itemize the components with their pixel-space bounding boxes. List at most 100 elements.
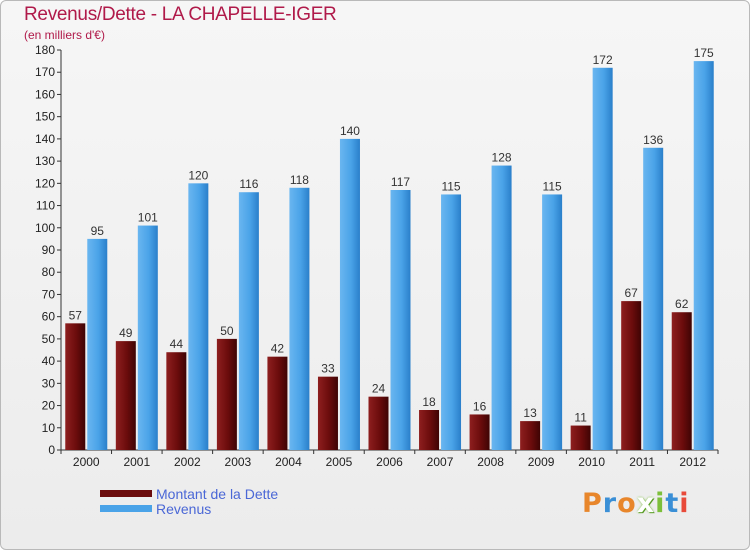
legend-item-revenus: Revenus bbox=[100, 500, 278, 517]
x-tick-label: 2007 bbox=[427, 455, 454, 469]
debt-bar bbox=[115, 341, 136, 450]
revenus-bar bbox=[137, 225, 158, 450]
debt-bar bbox=[166, 352, 187, 450]
debt-bar bbox=[469, 414, 490, 450]
debt-bar bbox=[419, 410, 440, 450]
revenus-value-label: 115 bbox=[543, 179, 562, 193]
x-tick-label: 2008 bbox=[477, 455, 504, 469]
revenus-value-label: 175 bbox=[694, 46, 714, 60]
revenus-bar bbox=[188, 183, 209, 451]
debt-value-label: 18 bbox=[422, 395, 436, 409]
revenus-bar bbox=[693, 61, 714, 450]
y-tick-label: 180 bbox=[35, 43, 55, 57]
x-tick-label: 2001 bbox=[123, 455, 150, 469]
revenus-bar bbox=[390, 190, 411, 450]
revenus-value-label: 140 bbox=[340, 124, 360, 138]
legend-swatch-revenus bbox=[100, 505, 152, 512]
y-tick-label: 30 bbox=[42, 376, 56, 390]
debt-value-label: 50 bbox=[220, 324, 234, 338]
revenus-bar bbox=[441, 194, 462, 450]
debt-bar bbox=[368, 396, 389, 450]
logo-letter: i bbox=[655, 488, 666, 519]
legend: Montant de la Dette Revenus bbox=[100, 485, 279, 517]
x-tick-label: 2006 bbox=[376, 455, 403, 469]
chart-title: Revenus/Dette - LA CHAPELLE-IGER bbox=[24, 4, 337, 25]
legend-item-debt: Montant de la Dette bbox=[100, 485, 279, 502]
bars bbox=[65, 61, 714, 451]
y-tick-label: 50 bbox=[42, 332, 56, 346]
revenus-value-label: 118 bbox=[290, 173, 309, 187]
debt-value-label: 57 bbox=[69, 308, 83, 322]
y-tick-label: 40 bbox=[42, 354, 56, 368]
proxiti-logo: Proxiti bbox=[582, 488, 690, 519]
y-tick-label: 100 bbox=[35, 221, 55, 235]
debt-value-label: 42 bbox=[271, 342, 285, 356]
logo-letter: t bbox=[665, 488, 680, 519]
debt-bar bbox=[671, 312, 692, 450]
y-tick-label: 170 bbox=[35, 65, 55, 79]
revenus-value-label: 117 bbox=[391, 175, 410, 189]
legend-label-revenus: Revenus bbox=[156, 500, 212, 517]
logo-letter: x bbox=[636, 488, 656, 519]
y-tick-label: 80 bbox=[42, 265, 56, 279]
debt-value-label: 11 bbox=[574, 411, 587, 425]
revenus-value-label: 136 bbox=[643, 133, 663, 147]
debt-value-label: 13 bbox=[523, 406, 537, 420]
debt-value-label: 33 bbox=[321, 362, 335, 376]
debt-value-label: 44 bbox=[170, 337, 184, 351]
debt-bar bbox=[317, 376, 338, 450]
y-tick-label: 140 bbox=[35, 132, 55, 146]
logo-letter: o bbox=[617, 488, 637, 519]
revenus-value-label: 172 bbox=[593, 53, 613, 67]
legend-label-debt: Montant de la Dette bbox=[156, 485, 279, 502]
revenus-bar bbox=[643, 147, 664, 450]
debt-bar bbox=[570, 425, 591, 450]
y-tick-label: 20 bbox=[42, 399, 56, 413]
y-tick-label: 150 bbox=[35, 110, 55, 124]
y-tick-label: 10 bbox=[42, 421, 56, 435]
debt-bar bbox=[520, 421, 541, 450]
labels: 57 95 49 101 44 120 50 116 42 118 33 140 24 117 18 115 1… bbox=[69, 46, 714, 424]
revenus-value-label: 120 bbox=[188, 168, 208, 182]
logo-letter: r bbox=[602, 488, 618, 519]
revenus-value-label: 115 bbox=[441, 179, 460, 193]
revenus-bar bbox=[542, 194, 563, 450]
debt-value-label: 62 bbox=[675, 297, 689, 311]
logo-letter: P bbox=[582, 488, 603, 519]
axes: 0 10 20 30 40 50 60 70 80 90 100 110 120 130 140 150 160… bbox=[35, 43, 719, 469]
x-tick-label: 2002 bbox=[174, 455, 201, 469]
debt-bar bbox=[621, 301, 642, 450]
legend-swatch-debt bbox=[100, 490, 152, 497]
debt-bar bbox=[267, 356, 288, 450]
y-tick-label: 0 bbox=[48, 443, 55, 457]
revenus-bar bbox=[289, 187, 310, 450]
debt-value-label: 49 bbox=[119, 326, 133, 340]
debt-value-label: 24 bbox=[372, 382, 386, 396]
y-tick-label: 110 bbox=[36, 199, 55, 213]
y-tick-label: 90 bbox=[42, 243, 56, 257]
x-tick-label: 2009 bbox=[528, 455, 555, 469]
revenus-bar bbox=[491, 165, 512, 451]
x-tick-label: 2005 bbox=[326, 455, 353, 469]
y-tick-label: 120 bbox=[35, 176, 55, 190]
x-tick-label: 2012 bbox=[679, 455, 706, 469]
revenus-value-label: 101 bbox=[138, 211, 158, 225]
x-tick-label: 2000 bbox=[73, 455, 100, 469]
y-tick-label: 130 bbox=[35, 154, 55, 168]
chart-subtitle: (en milliers d'€) bbox=[24, 28, 105, 42]
y-tick-label: 160 bbox=[35, 87, 55, 101]
revenus-value-label: 95 bbox=[91, 224, 105, 238]
x-tick-label: 2011 bbox=[629, 455, 655, 469]
debt-value-label: 16 bbox=[473, 399, 487, 413]
debt-bar bbox=[65, 323, 86, 450]
x-tick-label: 2010 bbox=[578, 455, 605, 469]
revenus-value-label: 116 bbox=[239, 177, 258, 191]
revenus-value-label: 128 bbox=[492, 151, 512, 165]
y-tick-label: 60 bbox=[42, 310, 56, 324]
debt-value-label: 67 bbox=[625, 286, 639, 300]
x-tick-label: 2003 bbox=[225, 455, 252, 469]
revenus-bar bbox=[87, 238, 108, 450]
revenus-bar bbox=[592, 67, 613, 451]
